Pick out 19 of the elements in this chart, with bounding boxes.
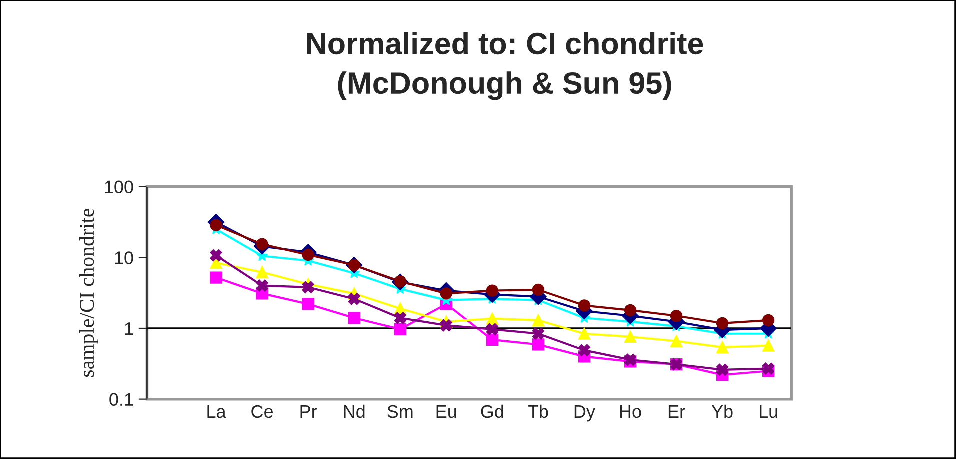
y-tick-label: 100 [105,180,134,194]
y-axis-title: sample/CI chondrite [79,209,98,377]
x-tick-label: Dy [574,406,596,422]
x-tick-label: Eu [436,406,456,418]
x-tick-label: Ce [252,405,274,418]
y-tick-label: 1 [125,322,134,336]
x-tick-label: Er [668,406,686,418]
x-tick-label: Tb [528,404,548,418]
y-tick-label: 10 [115,252,134,264]
x-tick-label: Nd [344,404,365,418]
x-tick-label: Pr [300,406,318,418]
y-tick-label: 0.1 [110,393,134,406]
x-tick-label: Yb [712,404,733,418]
x-tick-label: Ho [620,406,642,418]
x-tick-label: Sm [388,405,413,418]
x-tick-label: Gd [481,404,504,418]
x-tick-label: Lu [760,406,778,418]
chart-title: Normalized to: CI chondrite (McDonough & Sun 95) [307,32,704,100]
x-tick-label: La [208,406,226,418]
